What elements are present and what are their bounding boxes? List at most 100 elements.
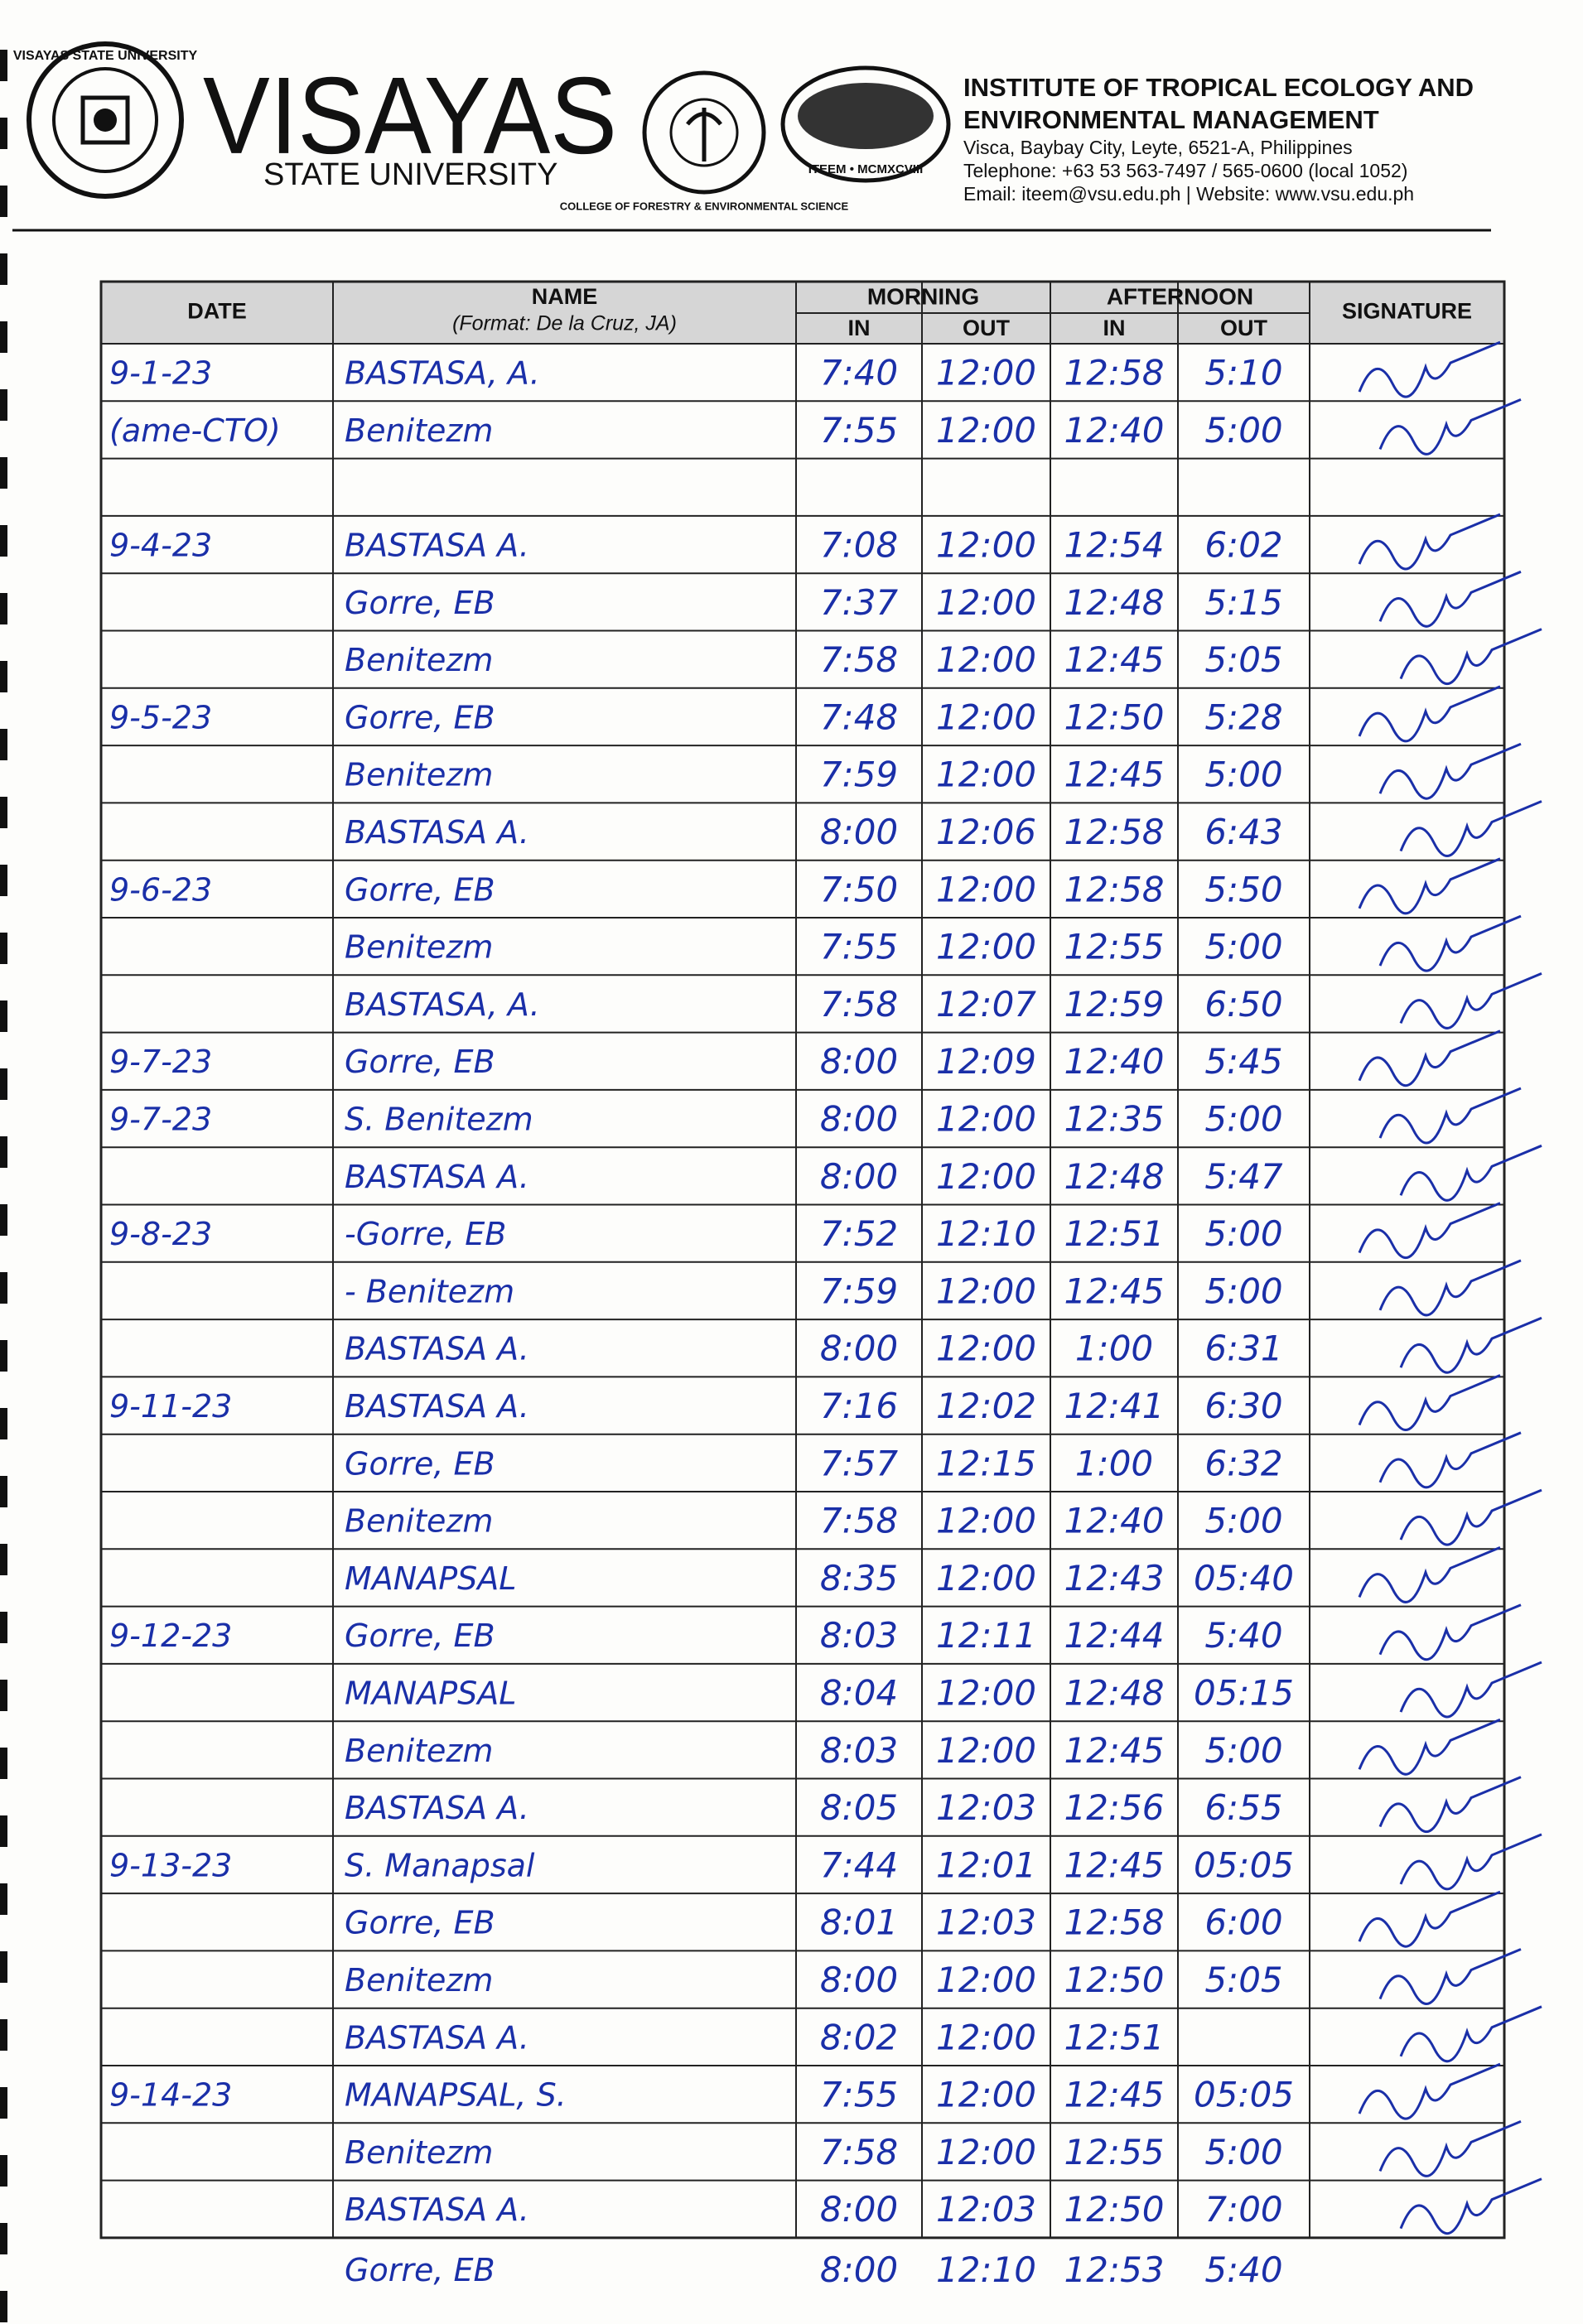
name: BASTASA A. [345,2191,529,2228]
morning-out: 12:03 [936,1902,1036,1943]
signature-scribble [1399,1488,1542,1546]
morning-out: 12:00 [936,639,1036,680]
date: 9-7-23 [109,1044,212,1080]
column-header: SIGNATURE [1342,299,1472,324]
name: - Benitezm [345,1273,514,1309]
morning-in: 7:58 [820,2132,898,2172]
binding-hole [0,2291,7,2322]
afternoon-out: 5:00 [1204,2132,1282,2172]
afternoon-in: 12:51 [1064,2017,1164,2057]
afternoon-out: 5:47 [1204,1156,1283,1197]
morning-in: 7:52 [820,1213,898,1254]
afternoon-in: 12:48 [1064,1156,1164,1197]
afternoon-in: 12:58 [1064,812,1164,852]
afternoon-out: 5:00 [1204,1501,1282,1541]
morning-out: 12:10 [936,2249,1036,2290]
name: BASTASA A. [345,1790,529,1826]
university-sub: STATE UNIVERSITY [263,157,557,192]
signature-scribble [1358,2062,1501,2120]
morning-out: 12:02 [936,1386,1036,1426]
column-header: NAME [532,284,598,309]
afternoon-in: 12:59 [1064,984,1164,1025]
binding-hole [0,1680,7,1711]
email: Email: iteem@vsu.edu.ph | Website: www.v… [963,183,1414,205]
morning-out: 12:00 [936,2075,1036,2115]
morning-in: 8:03 [820,1730,898,1771]
seal [27,41,184,199]
afternoon-out: 5:45 [1204,1041,1282,1082]
afternoon-out: 5:40 [1204,1615,1282,1656]
signature-scribble [1378,2120,1522,2177]
afternoon-out: 5:00 [1204,1270,1282,1311]
signature-scribble [1378,1259,1522,1317]
afternoon-in: 12:58 [1064,869,1164,909]
binding-hole [0,1136,7,1168]
afternoon-in: 12:44 [1064,1615,1164,1656]
morning-out: 12:06 [936,812,1036,852]
signature-scribble [1358,1546,1501,1603]
date: (ame-CTO) [109,412,281,449]
afternoon-out: 05:05 [1194,2075,1294,2115]
morning-out: 12:00 [936,1673,1036,1714]
name: BASTASA A. [345,1331,529,1367]
name: Gorre, EB [345,699,495,735]
binding-hole [0,525,7,557]
morning-out: 12:01 [936,1844,1036,1885]
afternoon-in: 1:00 [1075,1328,1153,1369]
morning-in: 7:44 [820,1844,898,1885]
column-header: IN [1103,316,1126,340]
morning-in: 7:50 [820,869,898,909]
afternoon-in: 12:54 [1064,525,1164,566]
binding-hole [0,1815,7,1847]
name: Gorre, EB [345,2252,495,2288]
morning-out: 12:11 [936,1615,1036,1656]
name: BASTASA A. [345,1159,529,1195]
afternoon-in: 12:41 [1064,1386,1164,1426]
afternoon-out: 5:00 [1204,927,1282,967]
binding-hole [0,661,7,692]
afternoon-out: 5:05 [1204,639,1282,680]
morning-out: 12:00 [936,1501,1036,1541]
afternoon-in: 12:45 [1064,1844,1164,1885]
morning-in: 8:00 [820,1099,898,1140]
morning-out: 12:10 [936,1213,1036,1254]
college-seal-text: COLLEGE OF FORESTRY & ENVIRONMENTAL SCIE… [560,200,849,212]
morning-out: 12:07 [936,984,1036,1025]
afternoon-in: 12:40 [1064,1041,1164,1082]
institute-line: INSTITUTE OF TROPICAL ECOLOGY AND [963,73,1474,102]
afternoon-in: 12:55 [1064,927,1164,967]
morning-in: 7:58 [820,639,898,680]
morning-out: 12:00 [936,525,1036,566]
morning-out: 12:00 [936,927,1036,967]
name: BASTASA, A. [345,355,540,392]
signature-scribble [1358,513,1501,571]
morning-out: 12:00 [936,697,1036,737]
afternoon-out: 05:40 [1194,1558,1294,1598]
morning-out: 12:00 [936,869,1036,909]
morning-in: 8:02 [820,2017,898,2057]
name: -Gorre, EB [345,1216,506,1252]
name: BASTASA A. [345,814,529,851]
binding-hole [0,1000,7,1032]
signature-scribble [1358,685,1501,743]
afternoon-in: 12:45 [1064,639,1164,680]
afternoon-out: 6:31 [1204,1328,1282,1369]
name: S. Manapsal [345,1847,535,1883]
date: 9-4-23 [109,528,212,564]
signature-scribble [1378,1948,1522,2005]
morning-out: 12:00 [936,410,1036,451]
afternoon-out: 6:00 [1204,1902,1282,1943]
signature-scribble [1399,628,1542,686]
signature-scribble [1378,1776,1522,1834]
binding-hole [0,1068,7,1100]
morning-out: 12:03 [936,1787,1036,1828]
seal-text: VISAYAS STATE UNIVERSITY [13,49,198,63]
signature-scribble [1358,1374,1501,1431]
morning-out: 12:00 [936,1730,1036,1771]
afternoon-out: 5:50 [1204,869,1282,909]
binding-hole [0,1272,7,1304]
binding-hole [0,1612,7,1643]
afternoon-out: 7:00 [1204,2189,1282,2230]
morning-in: 7:55 [820,2075,898,2115]
